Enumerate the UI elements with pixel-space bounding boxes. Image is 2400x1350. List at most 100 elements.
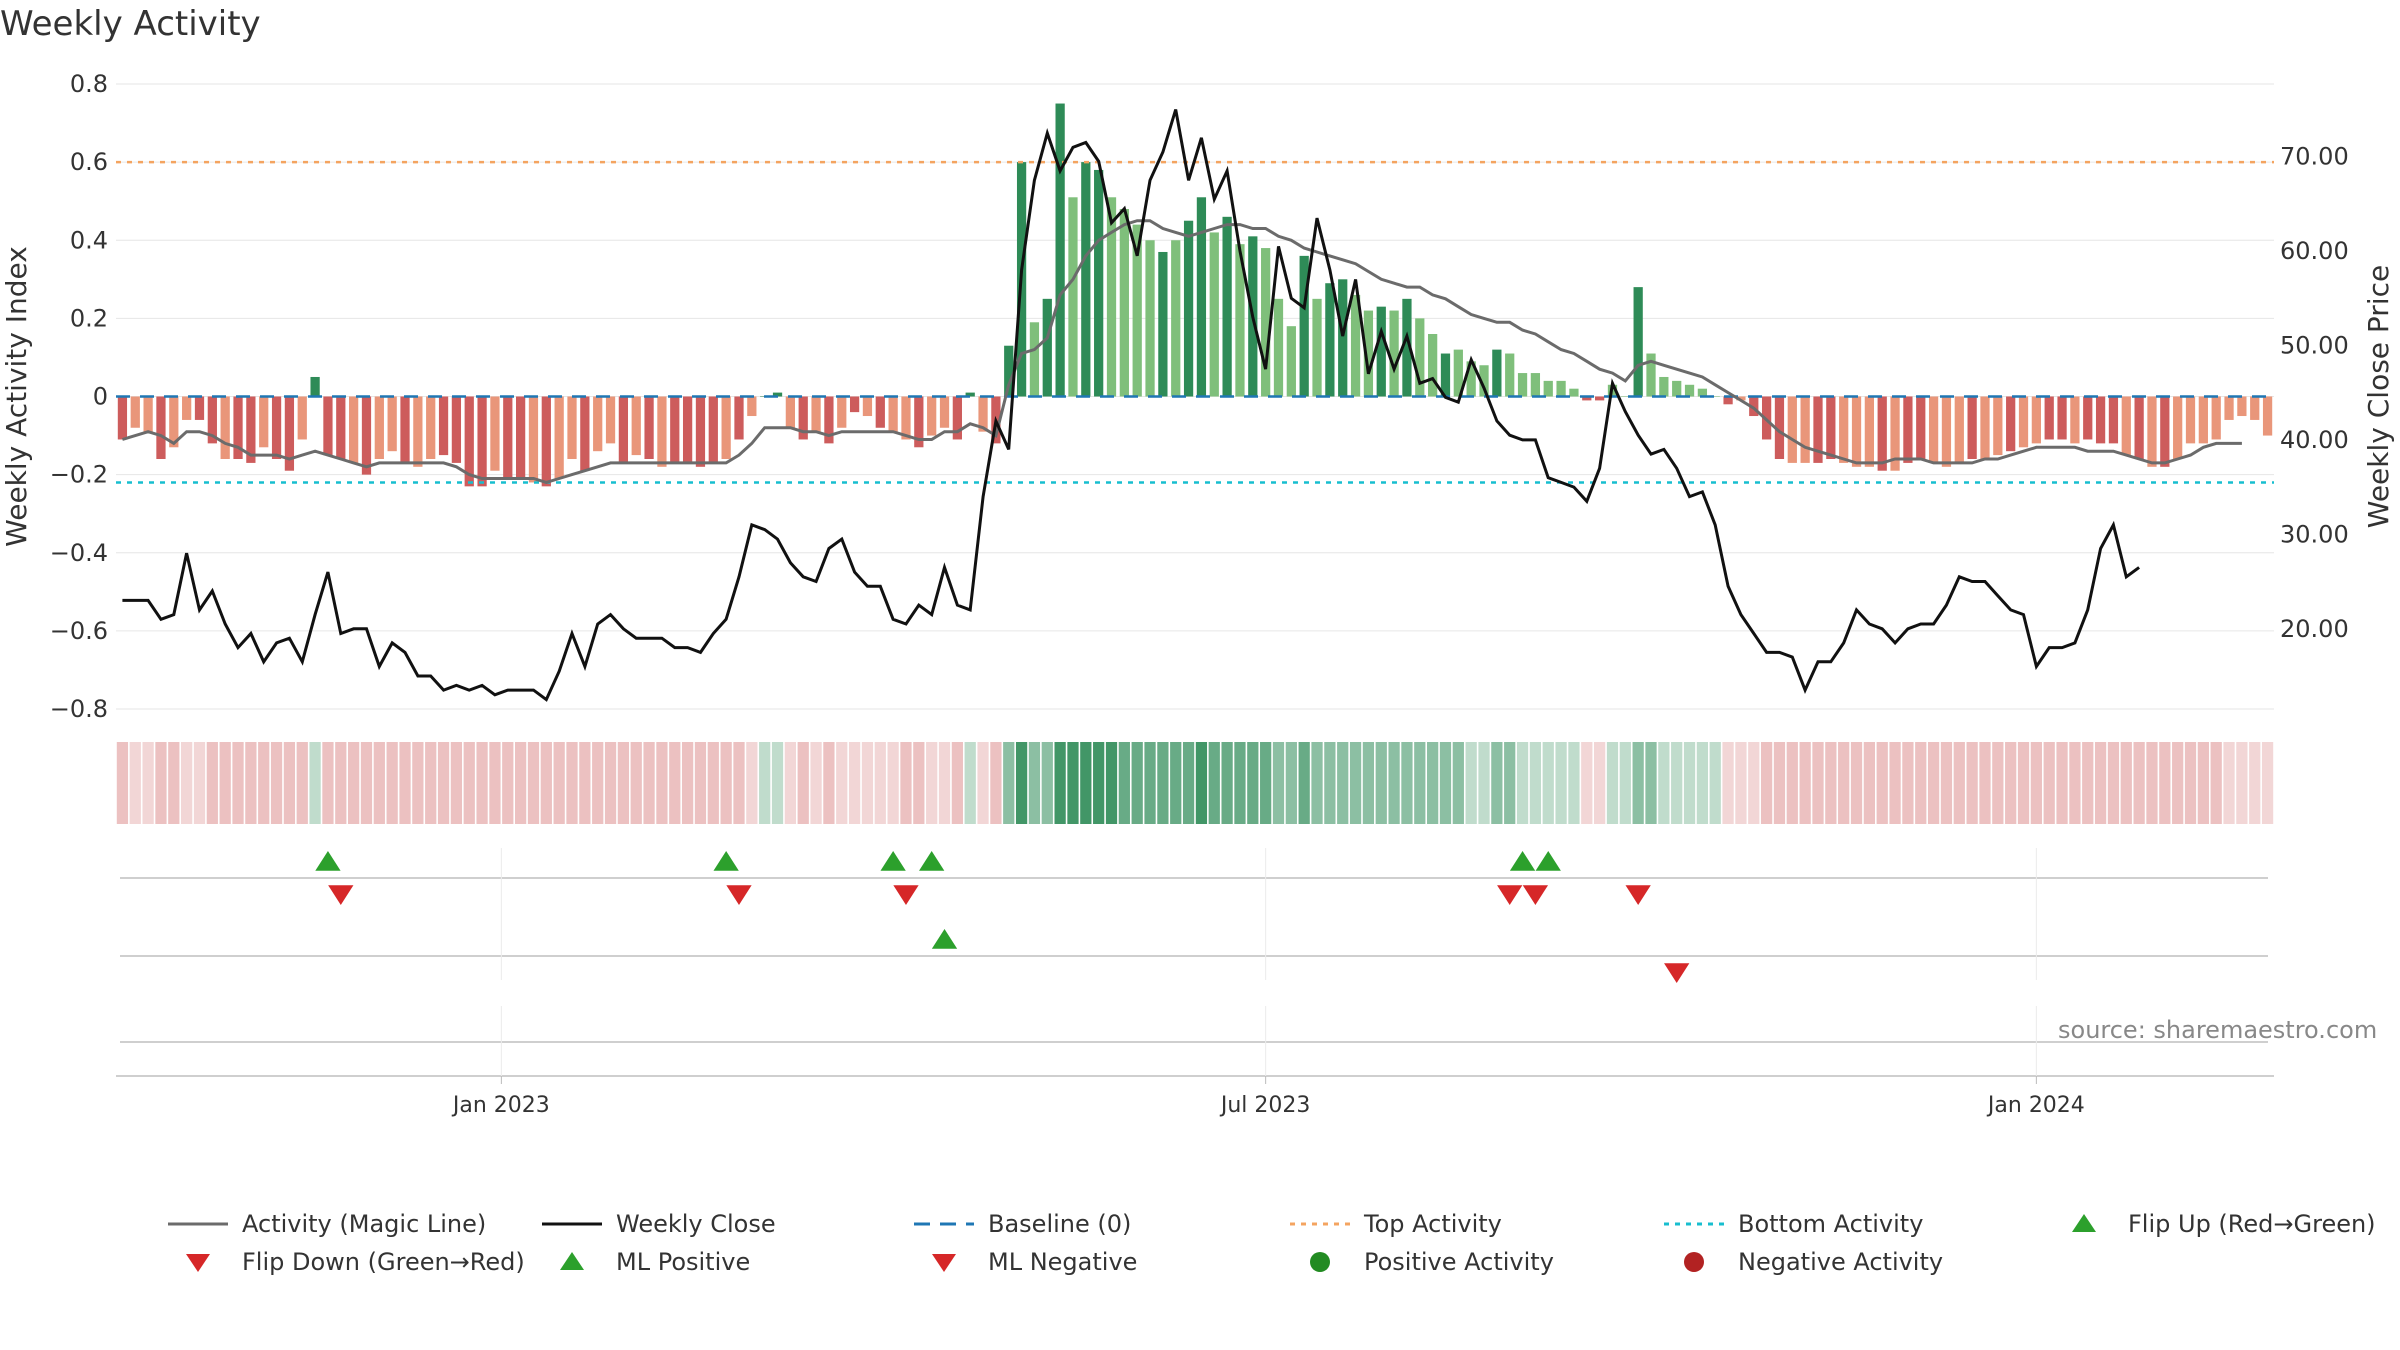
heat-strip-cell bbox=[1709, 742, 1721, 824]
activity-bar bbox=[1646, 353, 1656, 397]
activity-bar bbox=[695, 396, 706, 467]
activity-bar bbox=[2262, 396, 2273, 436]
activity-bar bbox=[1813, 396, 1823, 463]
activity-bar bbox=[708, 396, 718, 463]
legend-item: Activity (Magic Line) bbox=[168, 1210, 486, 1238]
legend-symbol-circle-icon bbox=[1310, 1252, 1330, 1272]
heat-strip-cell bbox=[245, 742, 257, 824]
activity-bar bbox=[721, 396, 731, 459]
activity-bar bbox=[939, 396, 950, 428]
heat-strip-cell bbox=[1568, 742, 1580, 824]
y2-tick-label: 40.00 bbox=[2280, 426, 2349, 454]
signal-panels bbox=[116, 848, 2274, 1077]
heat-strip-cell bbox=[540, 742, 552, 824]
activity-bar bbox=[1492, 349, 1502, 397]
heat-strip-cell bbox=[1349, 742, 1362, 824]
heat-strip-cell bbox=[283, 742, 296, 824]
heat-strip-cell bbox=[1760, 742, 1773, 824]
activity-bar bbox=[413, 396, 423, 467]
y-axis-left: 0.8 0.6 0.4 0.2 0 −0.2 −0.4 −0.6 −0.8 Weekly Acti… bbox=[0, 70, 108, 723]
heat-strip-cell bbox=[746, 742, 758, 824]
activity-bar bbox=[1466, 361, 1476, 397]
heat-strip-cell bbox=[1157, 742, 1169, 824]
source-watermark: source: sharemaestro.com bbox=[2058, 1016, 2378, 1044]
heat-strip-cell bbox=[515, 742, 527, 824]
activity-bar bbox=[2006, 396, 2016, 452]
heat-strip-cell bbox=[219, 742, 231, 824]
legend-symbol-dot-icon bbox=[1664, 1222, 1724, 1226]
y2-tick-label: 30.00 bbox=[2280, 520, 2349, 548]
activity-heat-strip bbox=[116, 742, 2274, 824]
activity-bar bbox=[2121, 396, 2131, 456]
heat-strip-cell bbox=[1632, 742, 1644, 824]
activity-bar bbox=[438, 396, 449, 456]
heat-strip-cell bbox=[527, 742, 540, 824]
heat-strip-cell bbox=[2197, 742, 2209, 824]
activity-bar bbox=[2083, 396, 2093, 440]
heat-strip-cell bbox=[1838, 742, 1850, 824]
flip-up-marker bbox=[1509, 851, 1536, 871]
activity-bar bbox=[2211, 396, 2221, 440]
heat-strip-cell bbox=[1272, 742, 1285, 824]
activity-bar bbox=[1286, 326, 1296, 397]
activity-bar bbox=[1363, 310, 1374, 397]
heat-strip-cell bbox=[938, 742, 951, 824]
magic-line bbox=[121, 219, 2242, 484]
activity-bar bbox=[464, 396, 474, 487]
y2-tick-label: 70.00 bbox=[2280, 143, 2349, 171]
activity-bar bbox=[1877, 396, 1887, 471]
activity-bar bbox=[1787, 396, 1797, 463]
activity-bar bbox=[2108, 396, 2119, 444]
activity-bar bbox=[1967, 396, 1977, 459]
x-tick-label: Jan 2023 bbox=[451, 1093, 550, 1118]
legend-item: Bottom Activity bbox=[1664, 1210, 1923, 1238]
activity-bar bbox=[1235, 244, 1245, 397]
activity-bar bbox=[130, 396, 140, 428]
y2-tick-label: 50.00 bbox=[2280, 332, 2349, 360]
activity-bar bbox=[1916, 396, 1926, 459]
heat-strip-cell bbox=[848, 742, 861, 824]
activity-bar bbox=[1273, 298, 1284, 397]
activity-bar bbox=[310, 376, 320, 397]
activity-bar bbox=[2237, 396, 2247, 417]
legend-label: Activity (Magic Line) bbox=[242, 1210, 487, 1238]
activity-bar bbox=[400, 396, 410, 463]
activity-bar bbox=[1505, 353, 1515, 397]
activity-bar bbox=[593, 396, 603, 452]
activity-bar bbox=[1582, 396, 1592, 401]
activity-bar bbox=[901, 396, 911, 440]
heat-strip-cell bbox=[1247, 742, 1259, 824]
activity-bar bbox=[1595, 396, 1605, 401]
heat-strip-cell bbox=[1645, 742, 1657, 824]
heat-strip-cell bbox=[1311, 742, 1323, 824]
y-tick-label: −0.2 bbox=[50, 461, 108, 489]
activity-bar bbox=[1826, 396, 1836, 459]
activity-bar bbox=[1697, 388, 1708, 397]
heat-strip-cell bbox=[2094, 742, 2107, 824]
heat-strip-cell bbox=[1491, 742, 1503, 824]
activity-bar bbox=[798, 396, 808, 440]
activity-bar bbox=[1068, 197, 1078, 397]
flip-down-marker bbox=[893, 885, 919, 905]
activity-bar bbox=[567, 396, 577, 459]
heat-strip-cell bbox=[1080, 742, 1092, 824]
heat-strip-cell bbox=[990, 742, 1002, 824]
heat-strip-cell bbox=[707, 742, 719, 824]
heat-strip-cell bbox=[1658, 742, 1670, 824]
heat-strip-cell bbox=[810, 742, 822, 824]
activity-bar bbox=[2044, 396, 2054, 440]
legend-item: Negative Activity bbox=[1664, 1248, 1943, 1276]
activity-bar bbox=[169, 396, 179, 448]
y-tick-label: 0 bbox=[93, 383, 108, 411]
heat-strip-cell bbox=[951, 742, 963, 824]
activity-bar bbox=[1993, 396, 2003, 456]
heat-strip-cell bbox=[1221, 742, 1233, 824]
activity-bar bbox=[2057, 396, 2067, 440]
heat-strip-cell bbox=[1478, 742, 1490, 824]
activity-bar bbox=[1749, 396, 1759, 417]
legend-symbol-line-icon bbox=[542, 1222, 602, 1226]
heat-strip-cell bbox=[1260, 742, 1272, 824]
x-tick-label: Jul 2023 bbox=[1219, 1093, 1311, 1118]
heat-strip-cell bbox=[630, 742, 642, 824]
